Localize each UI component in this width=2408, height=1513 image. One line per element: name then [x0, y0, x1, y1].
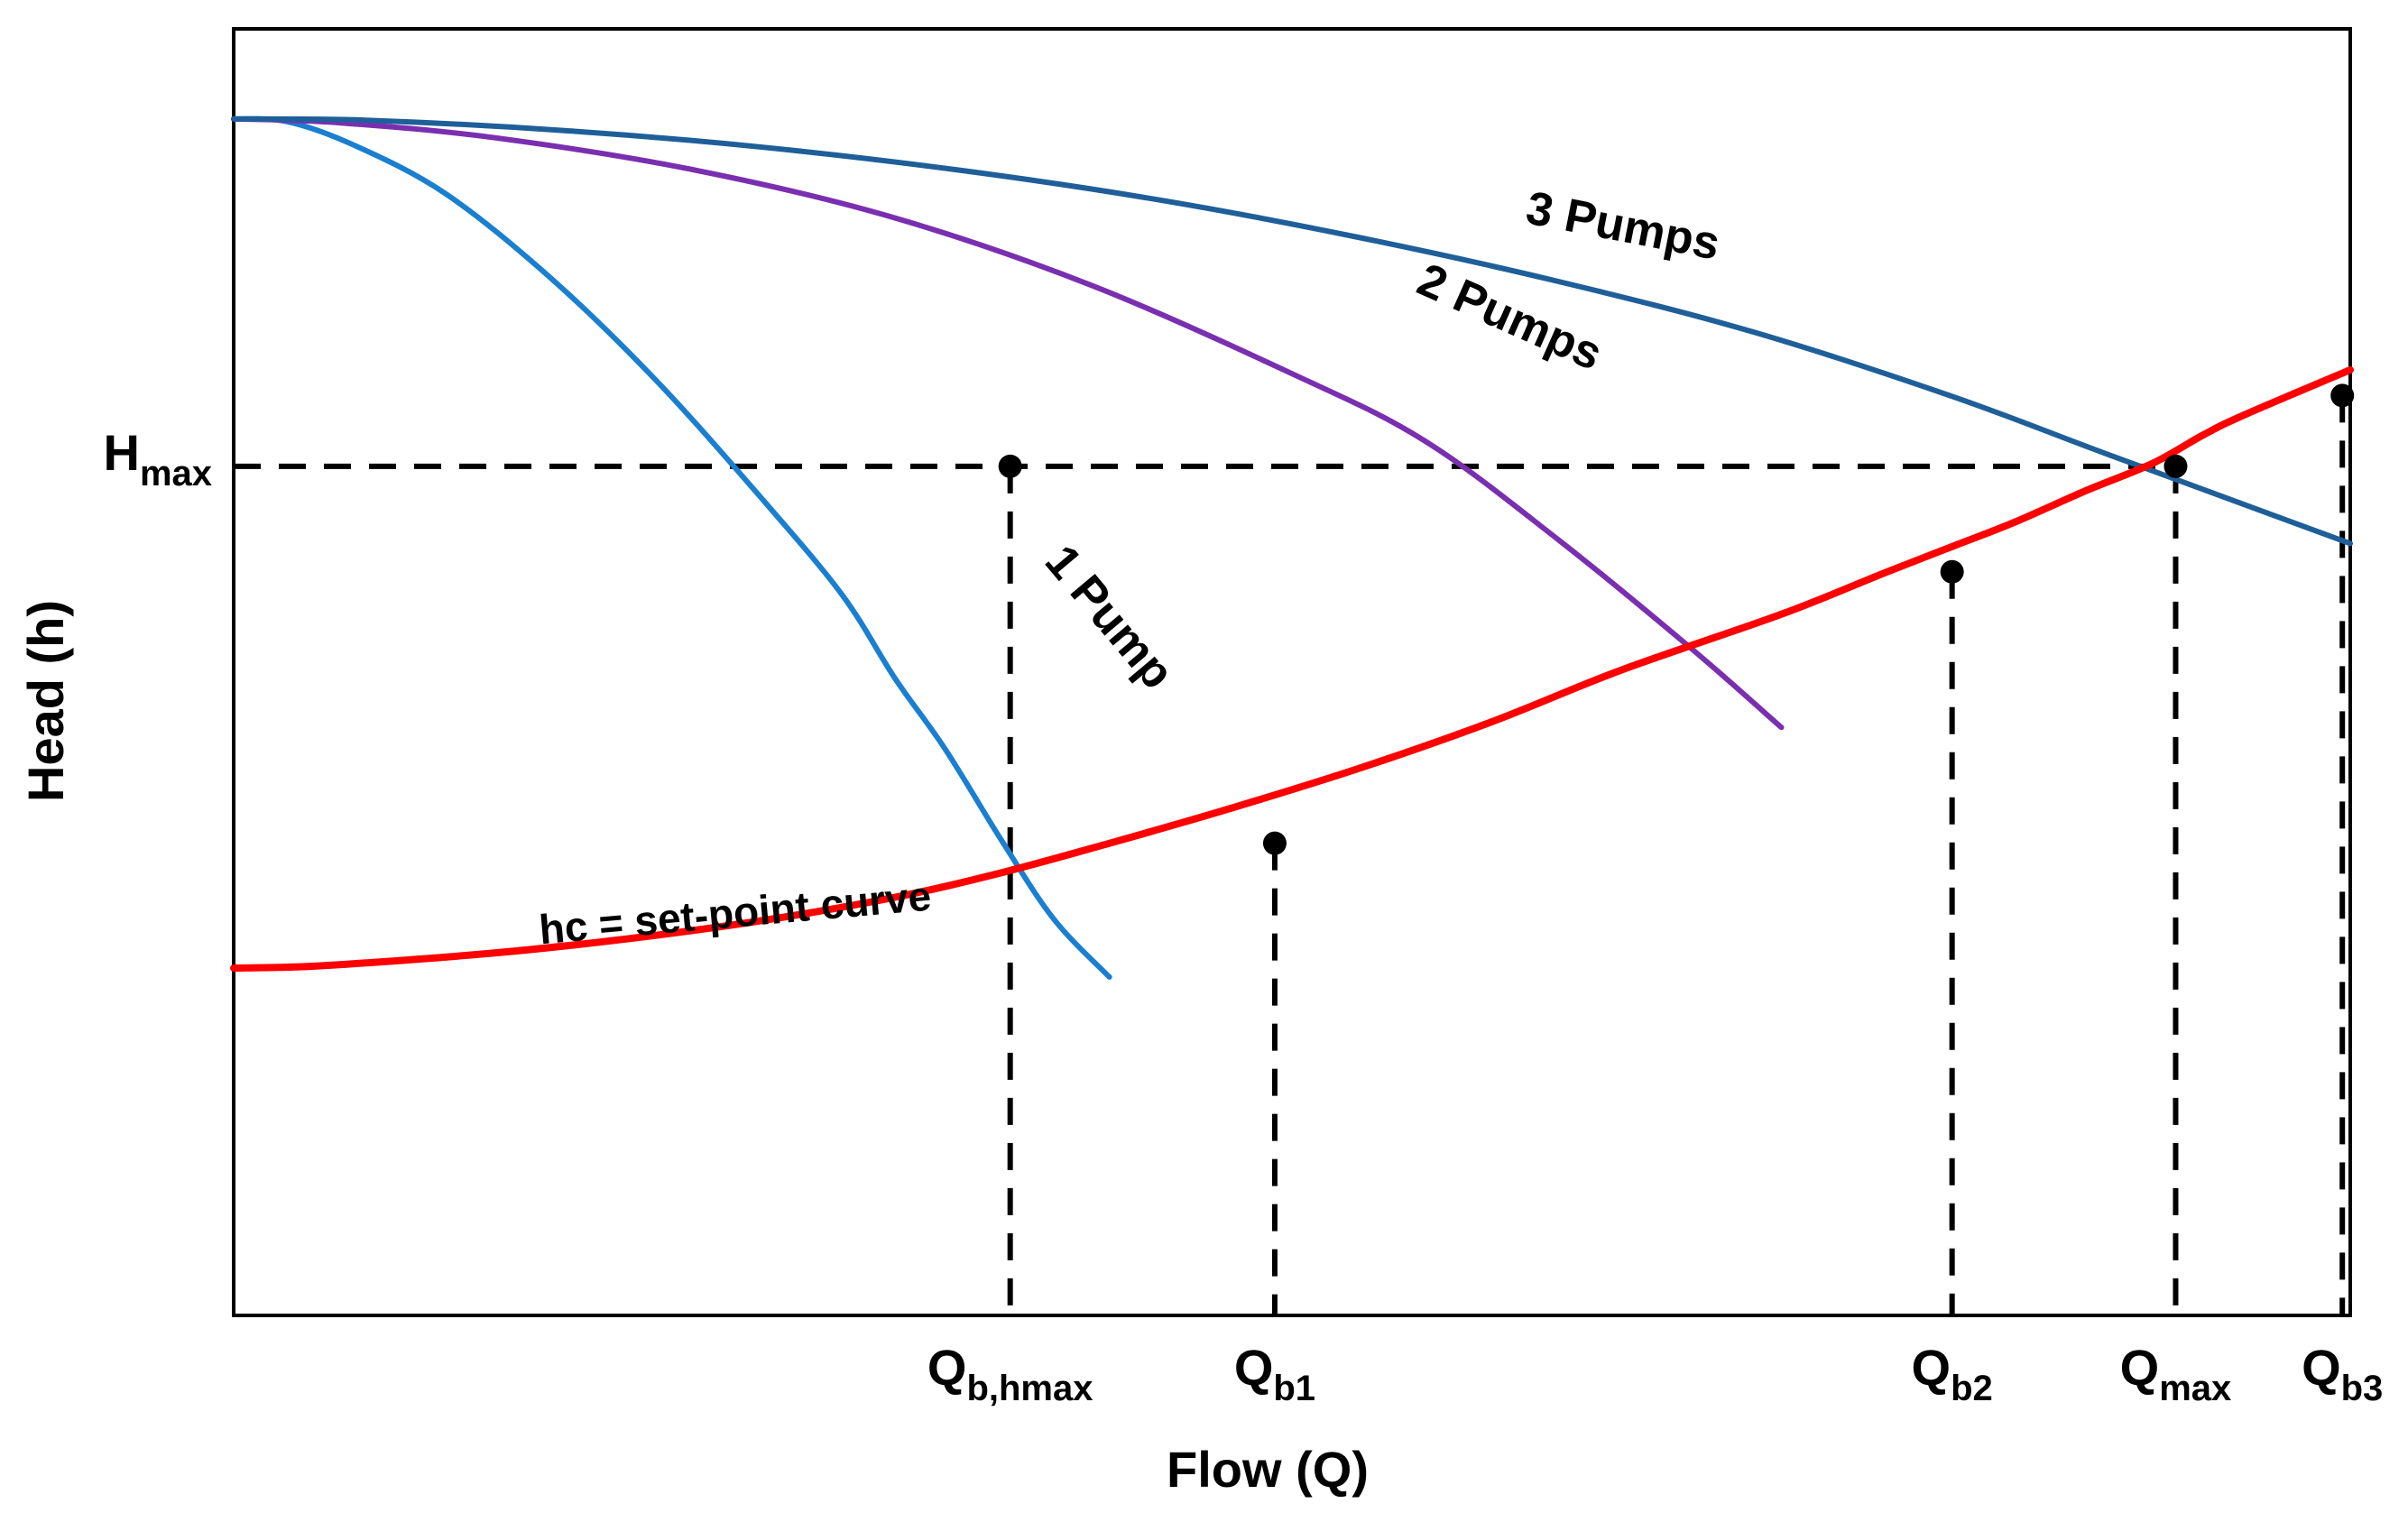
- x-axis-label: Flow (Q): [1167, 1441, 1369, 1498]
- 2-pumps-curve: [231, 115, 1785, 731]
- q-b1-point: [1262, 831, 1287, 855]
- q-b2-tick-label: Qb2: [1912, 1339, 1993, 1408]
- operating-points: [998, 383, 2355, 855]
- 3-pumps-curve: [231, 115, 2353, 547]
- q-b-hmax-point: [998, 454, 1022, 478]
- q-max-tick-label: Qmax: [2120, 1339, 2232, 1408]
- q-max-point: [2164, 454, 2188, 478]
- q-b2-point: [1940, 559, 1964, 584]
- q-b3-tick-label: Qb3: [2302, 1339, 2383, 1408]
- hmax-tick-label: Hmax: [103, 424, 212, 494]
- guide-lines: [234, 395, 2346, 1315]
- q-b3-point: [2330, 383, 2355, 408]
- 1-pump-curve: [231, 115, 1112, 980]
- hc-set-point-curve-curve: [230, 365, 2354, 972]
- curves: [230, 115, 2354, 980]
- plot-frame: [232, 27, 2352, 1317]
- y-axis-label: Head (h): [17, 600, 74, 802]
- q-b-hmax-tick-label: Qb,hmax: [927, 1339, 1093, 1408]
- q-b1-tick-label: Qb1: [1234, 1339, 1315, 1408]
